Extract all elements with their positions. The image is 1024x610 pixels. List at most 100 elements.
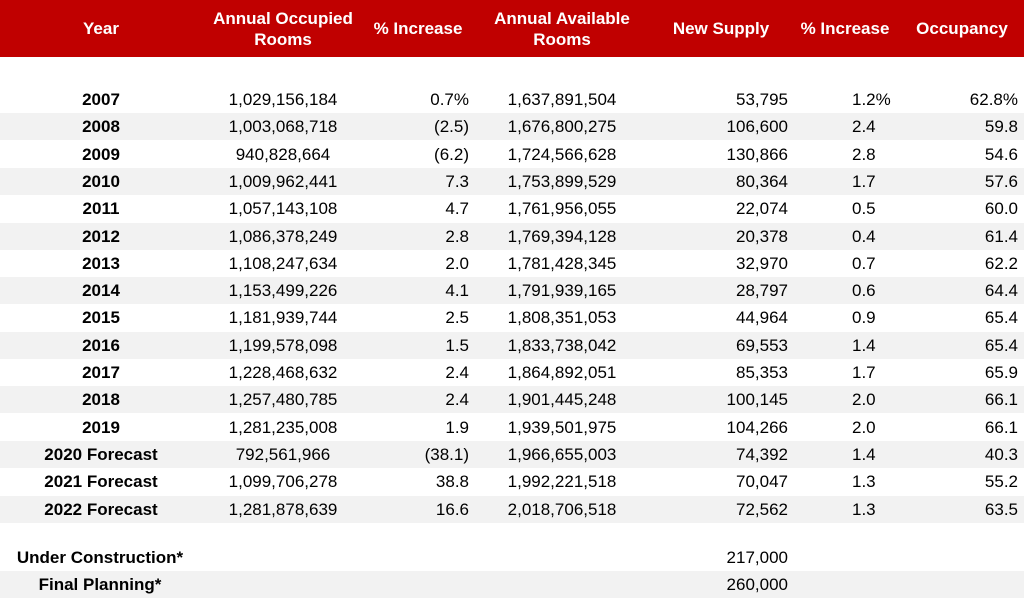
annual-occupied-cell: 1,281,235,008 [228,417,338,437]
new-supply-cell: 20,378 [736,226,788,246]
annual-available-cell: 1,791,939,165 [507,281,617,301]
table-row: 2010 1,009,962,441 7.3 1,753,899,529 80,364 1… [0,167,1024,195]
percent-increase-occupied-cell: 2.5 [445,308,469,328]
annual-occupied-cell: 1,281,878,639 [228,499,338,519]
new-supply-cell: 22,074 [736,199,788,219]
annual-available-cell: 1,939,501,975 [507,417,617,437]
table-row: 2019 1,281,235,008 1.9 1,939,501,975 104,266… [0,414,1024,441]
year-cell: 2014 [82,281,120,301]
table-row: 2022 Forecast 1,281,878,639 16.6 2,018,706,… [0,495,1024,523]
percent-increase-occupied-cell: 0.7% [430,90,469,109]
year-cell: 2011 [82,199,120,219]
percent-increase-supply-cell: 2.4 [852,117,876,137]
year-cell: 2016 [82,335,120,355]
annual-occupied-cell: 1,108,247,634 [228,253,338,273]
percent-increase-supply-cell: 1.7 [852,363,876,382]
percent-increase-occupied-cell: (6.2) [434,144,469,164]
annual-occupied-cell: 1,003,068,718 [228,117,338,137]
annual-occupied-cell: 1,228,468,632 [228,363,338,382]
annual-available-cell: 1,753,899,529 [507,171,617,191]
percent-increase-supply-cell: 1.7 [852,171,876,191]
new-supply-cell: 130,866 [726,144,788,164]
percent-increase-occupied-cell: 2.8 [445,226,469,246]
table-row: 2020 Forecast 792,561,966 (38.1) 1,966,655,… [0,440,1024,468]
new-supply-cell: 104,266 [726,417,788,437]
table-row: 2016 1,199,578,098 1.5 1,833,738,042 69,553 1… [0,331,1024,359]
percent-increase-supply-cell: 2.0 [852,417,876,437]
annual-occupied-cell: 1,257,480,785 [228,390,338,410]
percent-increase-supply-cell: 0.9 [852,308,876,328]
occupancy-cell: 66.1 [984,390,1018,410]
annual-available-cell: 1,901,445,248 [507,390,617,410]
percent-increase-occupied-cell: 1.9 [445,417,469,437]
annual-occupied-cell: 1,029,156,184 [228,90,338,109]
new-supply-cell: 69,553 [736,335,788,355]
header-occupancy: Occupancy [916,19,1008,38]
year-cell: 2012 [82,226,120,246]
table-header: Year Annual Occupied Rooms % Increase An… [0,0,1024,57]
new-supply-cell: 72,562 [736,499,788,519]
annual-occupied-cell: 1,086,378,249 [228,226,338,246]
new-supply-cell: 53,795 [736,90,788,109]
occupancy-cell: 65.4 [984,308,1018,328]
new-supply-cell: 85,353 [736,363,788,382]
header-percent-increase-occupied: % Increase [373,19,463,38]
percent-increase-supply-cell: 1.4 [852,335,876,355]
annual-occupied-cell: 1,099,706,278 [228,472,338,492]
year-cell: 2015 [82,308,120,328]
percent-increase-occupied-cell: 2.0 [445,253,469,273]
new-supply-cell: 106,600 [726,117,788,137]
table-row: 2008 1,003,068,718 (2.5) 1,676,800,275 106,6… [0,113,1024,141]
annual-available-cell: 1,992,221,518 [507,472,617,492]
year-cell: 2020 Forecast [44,444,158,464]
year-cell: 2018 [82,390,120,410]
percent-increase-occupied-cell: 38.8 [435,472,469,492]
header-year: Year [83,19,119,38]
new-supply-cell: 70,047 [736,472,788,492]
annual-available-cell: 1,724,566,628 [507,144,617,164]
occupancy-cell: 61.4 [984,226,1018,246]
percent-increase-occupied-cell: (38.1) [424,444,469,464]
table-row: 2009 940,828,664 (6.2) 1,724,566,628 130,866… [0,141,1024,168]
footer-new-supply-cell: 260,000 [726,575,788,594]
year-cell: 2021 Forecast [44,472,158,492]
occupancy-cell: 66.1 [984,417,1018,437]
occupancy-cell: 63.5 [984,499,1018,519]
year-cell: 2013 [82,253,120,273]
annual-occupied-cell: 792,561,966 [235,444,331,464]
percent-increase-supply-cell: 1.3 [852,472,876,492]
percent-increase-occupied-cell: 4.7 [445,199,469,219]
annual-available-cell: 1,808,351,053 [507,308,617,328]
annual-available-cell: 2,018,706,518 [507,499,617,519]
percent-increase-occupied-cell: 7.3 [445,171,469,191]
new-supply-cell: 44,964 [736,308,788,328]
year-cell: 2017 [82,363,120,382]
year-cell: 2007 [82,90,120,109]
year-cell: 2010 [82,171,120,191]
percent-increase-supply-cell: 0.5 [852,199,876,219]
footer-label: Under Construction* [16,548,184,567]
header-percent-increase-supply: % Increase [800,19,890,38]
percent-increase-occupied-cell: 4.1 [445,281,469,301]
percent-increase-supply-cell: 1.4 [852,444,876,464]
year-cell: 2022 Forecast [44,499,158,519]
percent-increase-occupied-cell: 16.6 [435,499,469,519]
occupancy-cell: 65.4 [984,335,1018,355]
year-cell: 2019 [82,417,120,437]
annual-available-cell: 1,864,892,051 [507,363,617,382]
occupancy-cell: 60.0 [984,199,1018,219]
annual-occupied-cell: 1,199,578,098 [228,335,338,355]
table-row: 2013 1,108,247,634 2.0 1,781,428,345 32,970 0… [0,250,1024,277]
annual-occupied-cell: 1,009,962,441 [228,171,338,191]
percent-increase-supply-cell: 2.0 [852,390,876,410]
annual-available-cell: 1,761,956,055 [507,199,617,219]
table-row: 2014 1,153,499,226 4.1 1,791,939,165 28,797 0… [0,277,1024,305]
annual-occupied-cell: 1,057,143,108 [228,199,338,219]
percent-increase-supply-cell: 1.3 [852,499,876,519]
new-supply-cell: 74,392 [736,444,788,464]
footer-row: Final Planning* 260,000 [0,571,1024,598]
annual-available-cell: 1,676,800,275 [507,117,617,137]
new-supply-cell: 100,145 [726,390,788,410]
table-row: 2021 Forecast 1,099,706,278 38.8 1,992,221,… [0,468,1024,495]
footer-row: Under Construction* 217,000 [0,544,1024,571]
